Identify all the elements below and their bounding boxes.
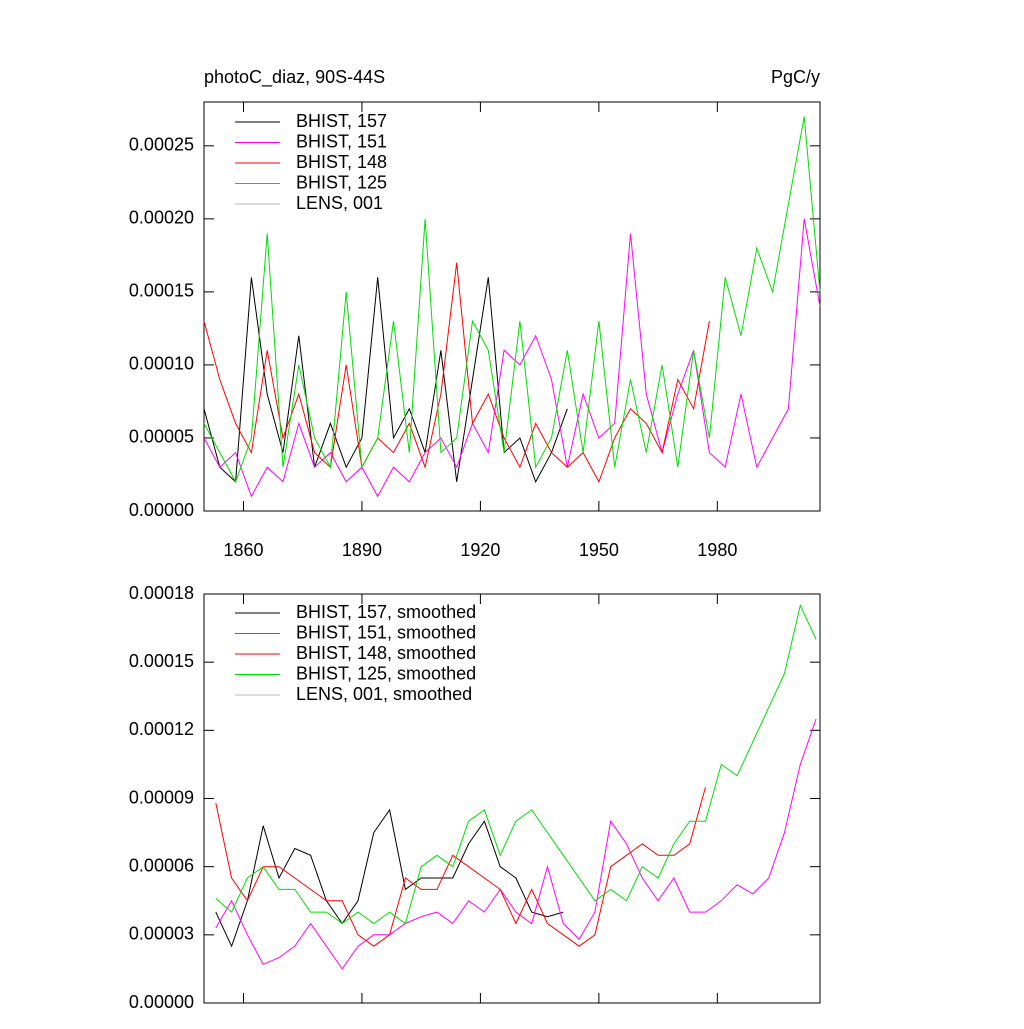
series-line [203,218,821,498]
y-tick-label: 0.00003 [129,924,194,944]
legend-label: BHIST, 125 [296,172,387,192]
y-tick-label: 0.00025 [129,135,194,155]
y-tick-label: 0.00018 [129,583,194,603]
y-tick-label: 0.00000 [129,500,194,520]
series-line [203,277,568,484]
x-tick-label: 1980 [697,540,737,560]
legend-label: LENS, 001 [296,193,383,213]
legend-label: BHIST, 151, smoothed [296,622,476,642]
units-label: PgC/y [771,67,820,87]
y-tick-label: 0.00006 [129,855,194,875]
x-tick-label: 1920 [460,540,500,560]
y-tick-label: 0.00010 [129,354,194,374]
panel-title: photoC_diaz, 90S-44S [204,67,385,88]
series-line [203,116,821,484]
legend-label: BHIST, 125, smoothed [296,663,476,683]
legend-label: BHIST, 157, smoothed [296,602,476,622]
y-tick-label: 0.00005 [129,427,194,447]
y-tick-label: 0.00015 [129,281,194,301]
legend-label: BHIST, 148 [296,152,387,172]
x-tick-label: 1950 [579,540,619,560]
series-line [215,808,564,948]
legend-label: BHIST, 148, smoothed [296,643,476,663]
x-tick-label: 1860 [223,540,263,560]
y-tick-label: 0.00020 [129,208,194,228]
legend-label: LENS, 001, smoothed [296,684,472,704]
series-line [215,603,817,925]
series-line [215,718,817,970]
y-tick-label: 0.00012 [129,719,194,739]
series-line [215,786,706,947]
legend-label: BHIST, 157 [296,111,387,131]
y-tick-label: 0.00000 [129,992,194,1012]
legend-label: BHIST, 151 [296,131,387,151]
y-tick-label: 0.00015 [129,651,194,671]
series-line [203,262,710,484]
x-tick-label: 1890 [342,540,382,560]
y-tick-label: 0.00009 [129,787,194,807]
